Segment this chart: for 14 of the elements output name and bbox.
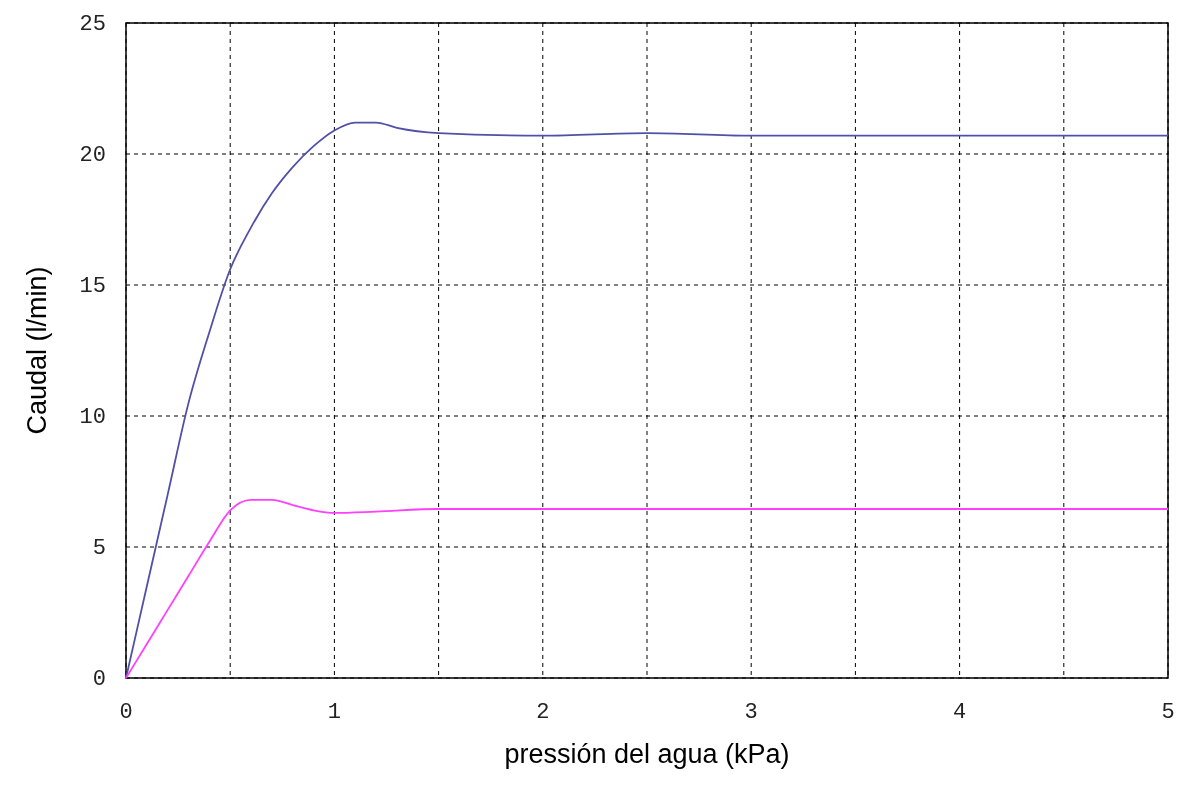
x-tick-label: 1 (327, 700, 341, 725)
x-tick-label: 0 (119, 700, 133, 725)
y-tick-label: 15 (79, 274, 106, 299)
x-tick-label: 4 (953, 700, 967, 725)
y-tick-label: 5 (92, 536, 106, 561)
x-tick-label: 3 (744, 700, 758, 725)
y-tick-label: 10 (79, 405, 106, 430)
x-axis-title: pressión del agua (kPa) (504, 739, 790, 769)
y-axis-title: Caudal (l/min) (22, 266, 52, 435)
x-tick-label: 5 (1161, 700, 1175, 725)
x-tick-label: 2 (536, 700, 550, 725)
y-tick-label: 0 (92, 667, 106, 692)
y-tick-label: 25 (79, 12, 106, 37)
y-tick-label: 20 (79, 143, 106, 168)
